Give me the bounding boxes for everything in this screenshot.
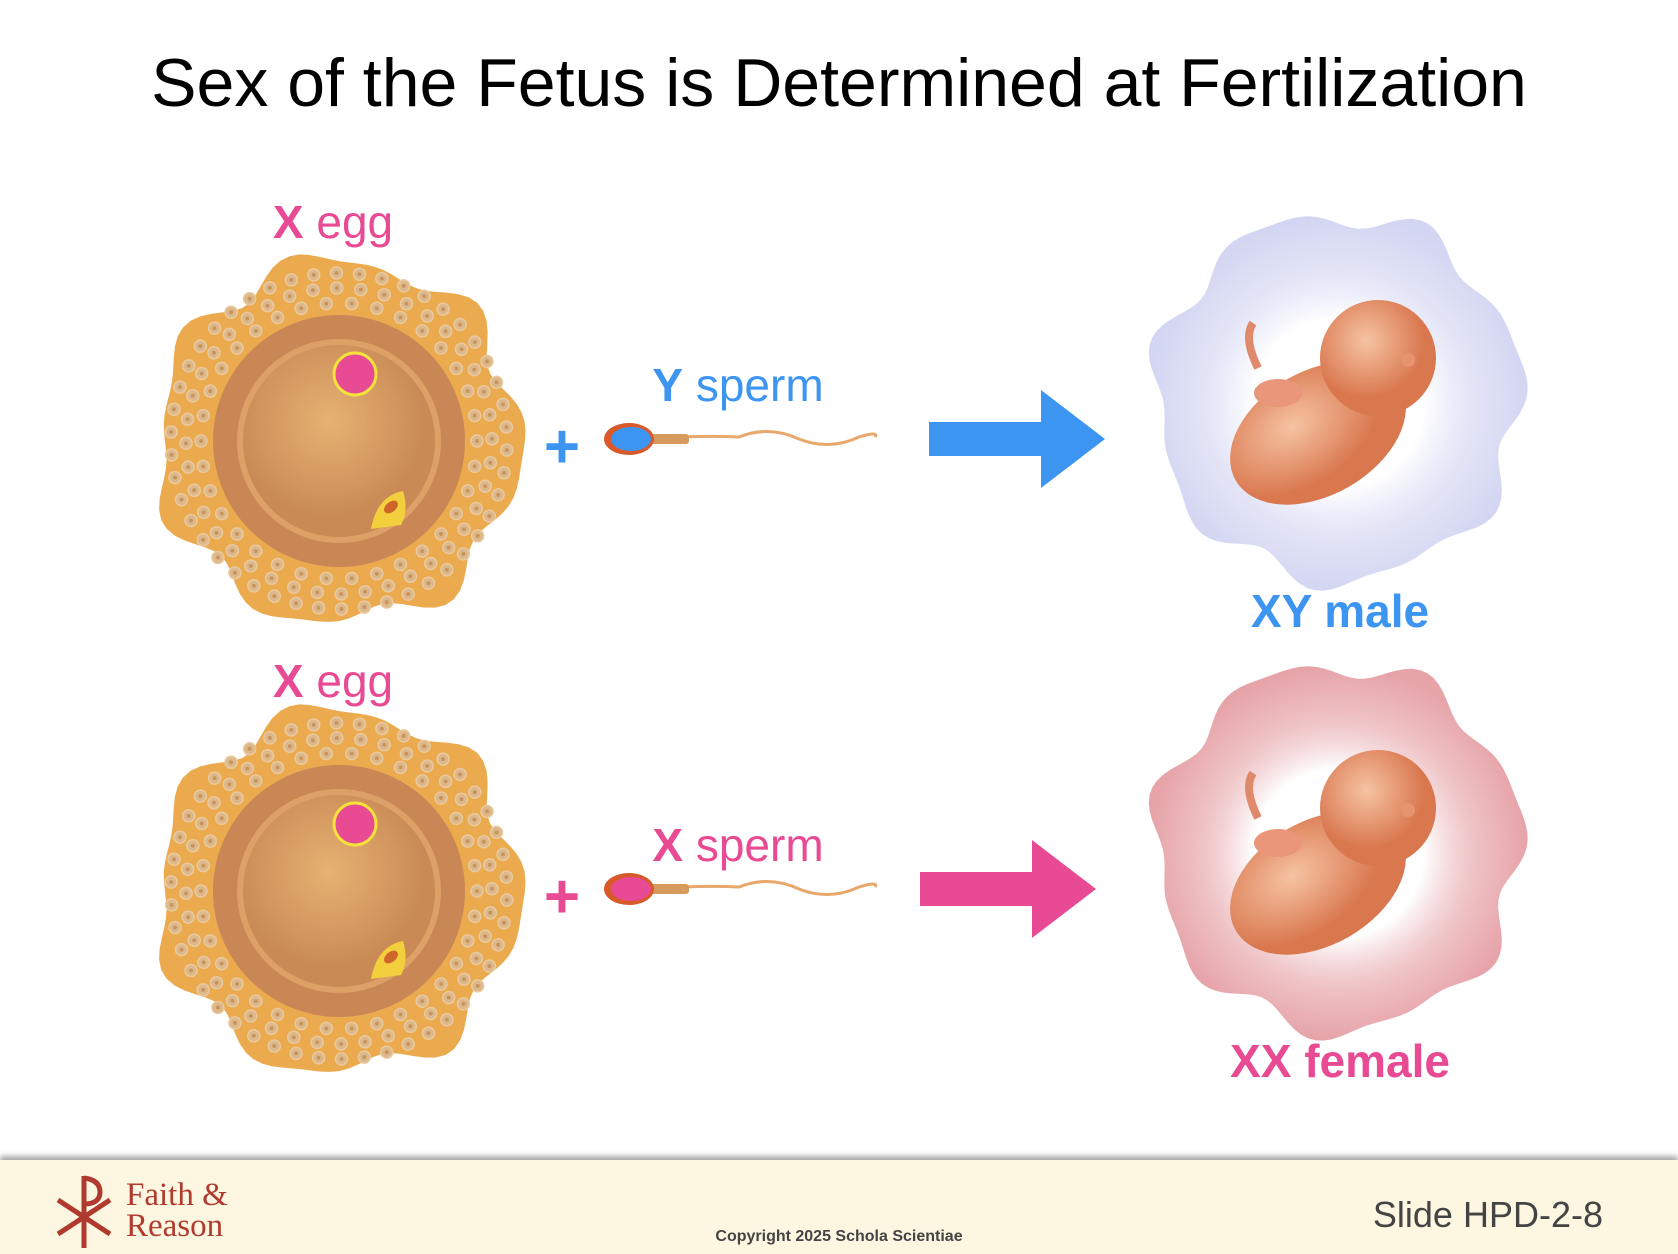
sperm-text: sperm <box>695 359 824 411</box>
sperm-label-1: Y sperm <box>652 358 823 412</box>
egg-illustration <box>159 254 526 622</box>
logo-text: Faith & Reason <box>126 1177 228 1244</box>
chi-rho-logo-icon <box>56 1175 112 1248</box>
sperm-chromosome: X <box>652 819 684 871</box>
logo-line-2: Reason <box>126 1208 224 1244</box>
egg-label-2: X egg <box>273 654 393 708</box>
sperm-illustration <box>604 873 878 905</box>
egg-label-1: X egg <box>273 195 393 249</box>
egg-illustration <box>159 704 526 1072</box>
footer: Faith & Reason Copyright 2025 Schola Sci… <box>0 1160 1678 1254</box>
plus-sign: + <box>543 862 581 932</box>
egg-chromosome: X <box>272 655 304 707</box>
copyright: Copyright 2025 Schola Scientiae <box>715 1228 963 1245</box>
sperm-label-2: X sperm <box>652 818 823 872</box>
slide-number: Slide HPD-2-8 <box>1372 1194 1603 1235</box>
fetus-illustration <box>1148 216 1528 591</box>
egg-chromosome: X <box>272 196 304 248</box>
result-label-female: XX female <box>1230 1035 1450 1087</box>
egg-text: egg <box>316 655 394 707</box>
sperm-illustration <box>604 423 878 455</box>
slide-title: Sex of the Fetus is Determined at Fertil… <box>151 45 1527 121</box>
fetus-illustration <box>1148 666 1528 1041</box>
plus-sign: + <box>543 412 581 482</box>
sperm-text: sperm <box>695 819 824 871</box>
logo-line-1: Faith & <box>126 1177 228 1213</box>
result-label-male: XY male <box>1250 585 1430 637</box>
sperm-chromosome: Y <box>652 359 684 411</box>
arrow-right-icon <box>929 390 1105 488</box>
arrow-right-icon <box>920 840 1096 938</box>
egg-text: egg <box>316 196 394 248</box>
